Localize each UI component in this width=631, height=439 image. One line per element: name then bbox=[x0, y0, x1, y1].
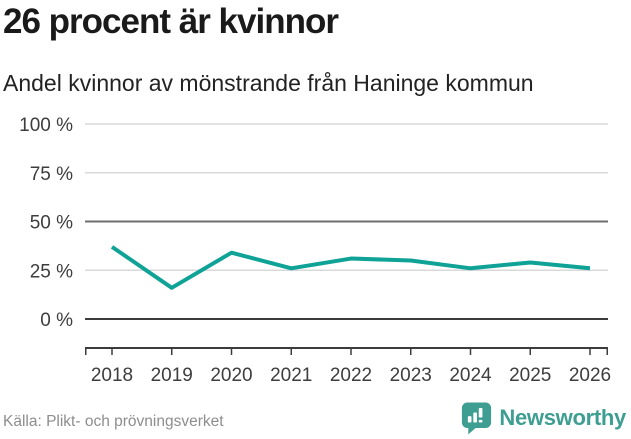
y-axis-label-25: 25 % bbox=[30, 261, 73, 282]
x-axis-label-2018: 2018 bbox=[91, 365, 133, 386]
y-axis-label-0: 0 % bbox=[40, 310, 73, 331]
chart-subtitle: Andel kvinnor av mönstrande från Haninge… bbox=[3, 70, 534, 96]
x-axis-label-2019: 2019 bbox=[151, 365, 193, 386]
y-axis-label-50: 50 % bbox=[30, 213, 73, 234]
x-axis-label-2025: 2025 bbox=[509, 365, 551, 386]
y-axis-label-100: 100 % bbox=[19, 115, 73, 136]
x-axis-label-2020: 2020 bbox=[210, 365, 252, 386]
chart-title: 26 procent är kvinnor bbox=[3, 2, 339, 41]
newsworthy-logo: Newsworthy bbox=[461, 401, 626, 435]
source-text: Källa: Plikt- och prövningsverket bbox=[3, 413, 224, 430]
x-axis-label-2023: 2023 bbox=[390, 365, 432, 386]
x-axis-label-2022: 2022 bbox=[330, 365, 372, 386]
x-axis-label-2021: 2021 bbox=[270, 365, 312, 386]
x-axis-label-2024: 2024 bbox=[449, 365, 492, 386]
brand-wordmark: Newsworthy bbox=[499, 405, 626, 430]
x-axis-label-2026: 2026 bbox=[569, 365, 611, 386]
bar-chart-bubble-icon bbox=[462, 402, 492, 435]
y-axis-label-75: 75 % bbox=[30, 164, 73, 185]
data-line-0 bbox=[110, 245, 591, 290]
